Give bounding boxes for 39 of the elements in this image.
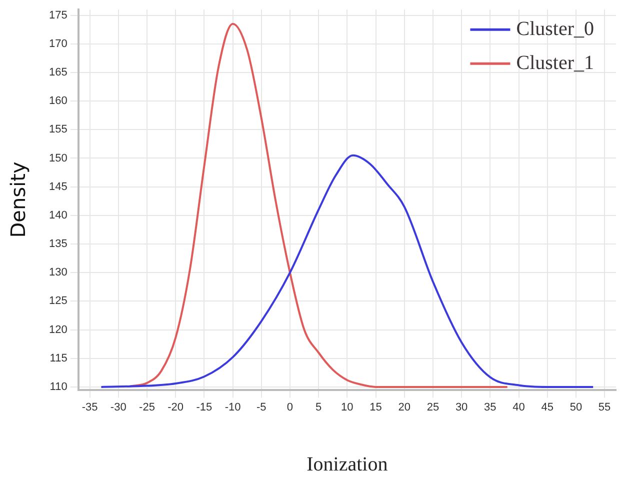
y-tick-label: 130 — [48, 266, 68, 279]
x-tick-label: 55 — [598, 401, 611, 414]
x-axis-title: Ionization — [306, 453, 388, 476]
y-tick-label: 160 — [48, 95, 68, 108]
y-tick-label: 165 — [48, 66, 68, 79]
y-tick-label: 150 — [48, 152, 68, 164]
x-tick-label: 10 — [341, 401, 354, 414]
x-tick-label: 15 — [370, 401, 382, 414]
x-tick-label: -15 — [196, 401, 212, 414]
x-tick-label: 45 — [541, 401, 554, 414]
x-tick-label: -20 — [168, 401, 184, 414]
x-tick-label: -10 — [224, 401, 241, 414]
line-series — [128, 22, 508, 388]
x-tick-label: 35 — [484, 401, 496, 414]
y-tick-label: 170 — [48, 38, 68, 50]
y-axis-title: Density — [6, 162, 30, 238]
x-tick-label: 20 — [398, 401, 410, 414]
x-tick-label: -30 — [110, 401, 126, 414]
x-tick-label: 5 — [316, 401, 322, 414]
y-tick-label: 115 — [50, 352, 68, 364]
y-tick-label: 155 — [48, 124, 68, 136]
y-tick-label: 175 — [48, 9, 68, 22]
x-tick-label: 50 — [570, 401, 582, 414]
y-tick-label: 135 — [48, 238, 68, 250]
y-tick-label: 140 — [48, 209, 68, 222]
x-tick-label: 30 — [455, 401, 468, 414]
x-tick-label: 40 — [512, 401, 525, 414]
y-tick-label: 125 — [48, 295, 68, 308]
x-tick-label: 25 — [426, 401, 440, 414]
x-tick-label: -25 — [139, 401, 155, 414]
x-tick-label: -35 — [82, 401, 98, 414]
y-tick-label: 110 — [50, 380, 68, 393]
legend-label: Cluster_0 — [516, 18, 594, 40]
y-tick-label: 145 — [48, 180, 68, 193]
line-series — [100, 154, 594, 388]
x-tick-label: 0 — [286, 401, 294, 414]
x-tick-label: -5 — [256, 401, 266, 414]
legend-label: Cluster_1 — [516, 52, 594, 74]
y-tick-label: 120 — [48, 324, 68, 336]
